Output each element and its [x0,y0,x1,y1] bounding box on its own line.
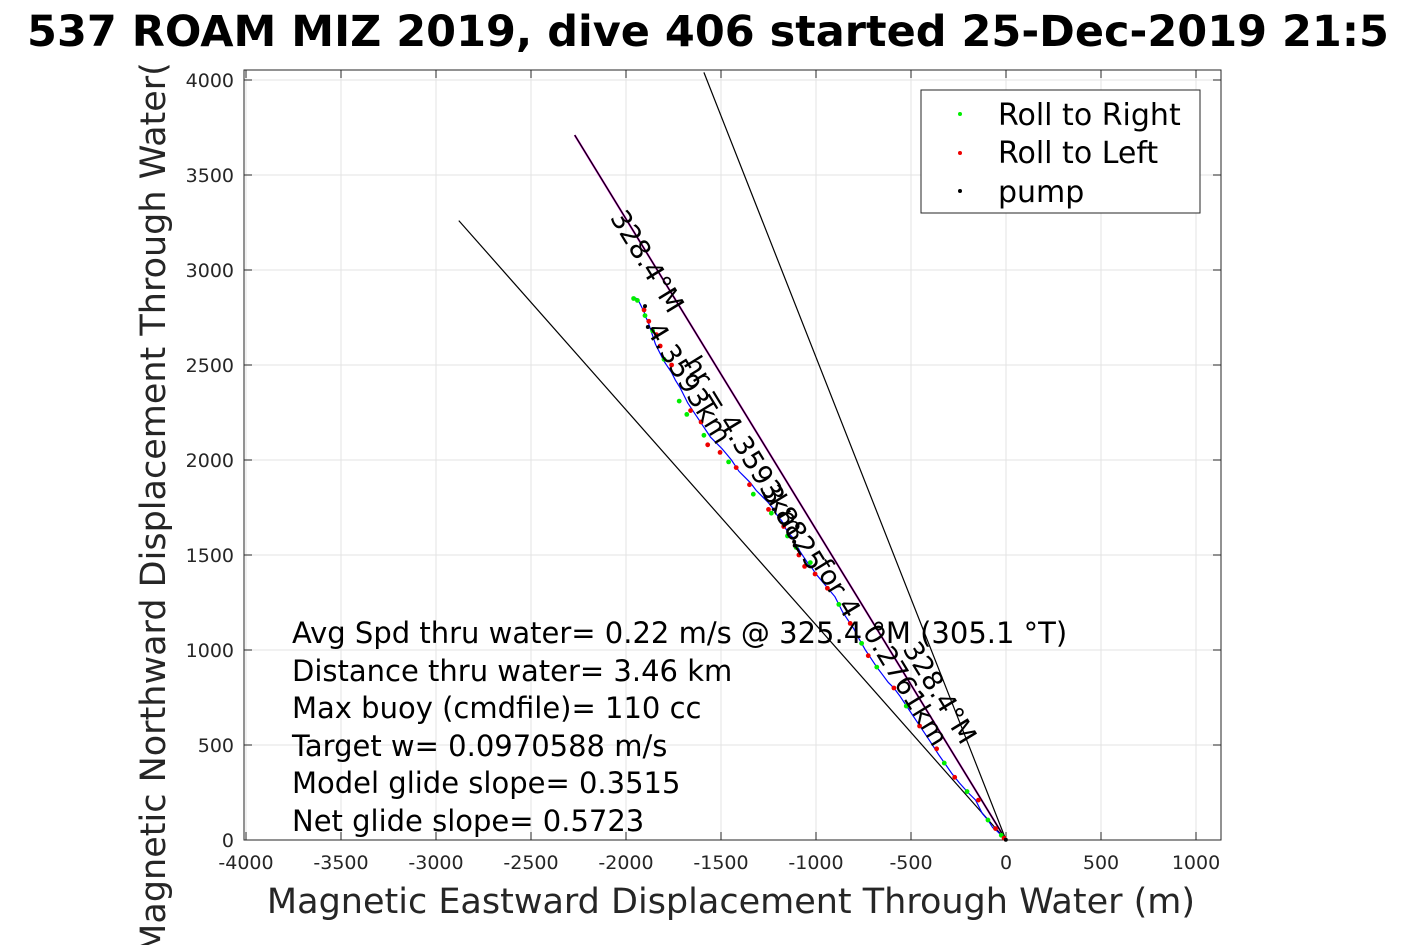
line-label: 328.4°M [604,205,690,319]
roll-left-point [865,653,871,659]
reference-lines [458,72,1007,841]
roll-left-point [669,362,674,368]
chart-title: 537 ROAM MIZ 2019, dive 406 started 25-D… [27,7,1389,57]
roll-left-point [641,307,647,313]
x-axis-label: Magnetic Eastward Displacement Through W… [267,882,1195,922]
marker-points [631,296,1008,842]
roll-left-point [993,826,998,831]
x-tick-label: -1000 [788,852,843,874]
y-tick-label: 3000 [186,260,234,282]
legend-marker-roll-left [958,151,962,155]
legend-marker-pump [958,189,962,193]
roll-right-point [807,560,813,565]
pump-point [792,543,797,548]
annotation-model-glide: Model glide slope= 0.3515 [292,766,680,800]
roll-right-point [964,789,970,794]
roll-left-point [646,318,652,324]
plot-area-frame [243,69,1222,841]
y-tick-label: 3500 [186,165,234,187]
roll-right-point [768,510,774,516]
pump-point [645,325,650,329]
legend-marker-roll-right [958,112,962,116]
roll-right-point [701,432,707,438]
reference-line-bound-right [703,72,1007,841]
roll-left-point [802,564,807,569]
y-axis-label: Magnetic Northward Displacement Through … [134,62,174,945]
x-tick-label: -2000 [598,852,653,874]
roll-left-point [654,332,659,337]
roll-right-point [635,298,640,303]
reference-line-center-line [574,134,1007,841]
roll-left-point [917,723,922,729]
y-tick-label: 4000 [186,70,234,92]
y-tick-label: 2500 [186,355,234,377]
roll-left-point [952,774,958,780]
legend: Roll to Right Roll to Left pump [920,89,1201,214]
roll-right-point [650,328,655,334]
series-lines [634,297,1007,841]
x-tick-label: -3500 [313,852,368,874]
roll-left-point [705,442,711,448]
roll-left-point [825,585,830,591]
roll-right-point [785,533,790,539]
roll-left-point [747,482,752,488]
roll-right-point [941,760,947,766]
roll-right-point [874,664,880,670]
annotation-distance: Distance thru water= 3.46 km [292,654,732,688]
roll-right-point [985,817,991,823]
roll-right-point [750,491,756,497]
roll-right-point [676,398,682,404]
pump-point [643,304,647,309]
roll-left-point [796,552,802,558]
roll-left-point [976,797,981,803]
y-tick-label: 2000 [186,450,234,472]
roll-left-point [934,746,940,752]
axis-ticks: -4000 -3500 -3000 -2500 -2000 -1500 -1000 -500 0… [186,70,1221,874]
roll-left-point [891,685,897,691]
roll-left-point [698,419,704,425]
y-tick-label: 1000 [186,640,234,662]
x-tick-label: -500 [889,852,932,874]
roll-right-point [631,296,636,301]
roll-right-point [684,412,690,417]
x-tick-label: -4000 [218,852,273,874]
legend-box [920,89,1201,214]
x-tick-label: -1500 [693,852,748,874]
roll-left-point [812,571,818,577]
roll-right-point [903,703,909,709]
roll-right-point [726,459,731,465]
y-tick-label: 0 [222,830,234,852]
legend-label-roll-right: Roll to Right [998,98,1181,133]
reference-line-bound-left [458,220,1007,841]
roll-left-point [657,343,663,349]
x-tick-label: 0 [1000,852,1012,874]
roll-left-point [688,408,693,413]
annotation-avg-speed: Avg Spd thru water= 0.22 m/s @ 325.4 °M … [292,616,1067,650]
roll-left-point [766,507,771,512]
roll-left-point [781,524,787,529]
x-tick-label: 1000 [1172,852,1220,874]
roll-right-point [836,602,842,607]
roll-left-point [847,621,853,626]
y-tick-label: 500 [198,735,234,757]
x-tick-label: -3000 [408,852,463,874]
legend-label-roll-left: Roll to Left [998,136,1158,171]
annotation-net-glide: Net glide slope= 0.5723 [292,804,644,838]
roll-left-point [717,450,723,455]
pump-point [1003,837,1008,842]
roll-left-point [733,465,739,470]
x-tick-label: 500 [1083,852,1119,874]
annotation-block: Avg Spd thru water= 0.22 m/s @ 325.4 °M … [291,616,1067,838]
legend-label-pump: pump [998,175,1084,210]
roll-right-point [661,356,667,362]
annotation-max-buoy: Max buoy (cmdfile)= 110 cc [292,691,701,725]
roll-right-point [859,640,864,646]
roll-right-point [642,313,648,318]
y-tick-label: 1500 [186,545,234,567]
pump-point [792,539,797,544]
annotation-target-w: Target w= 0.0970588 m/s [291,729,667,763]
x-tick-label: -2500 [503,852,558,874]
track-line-0 [634,297,1007,841]
